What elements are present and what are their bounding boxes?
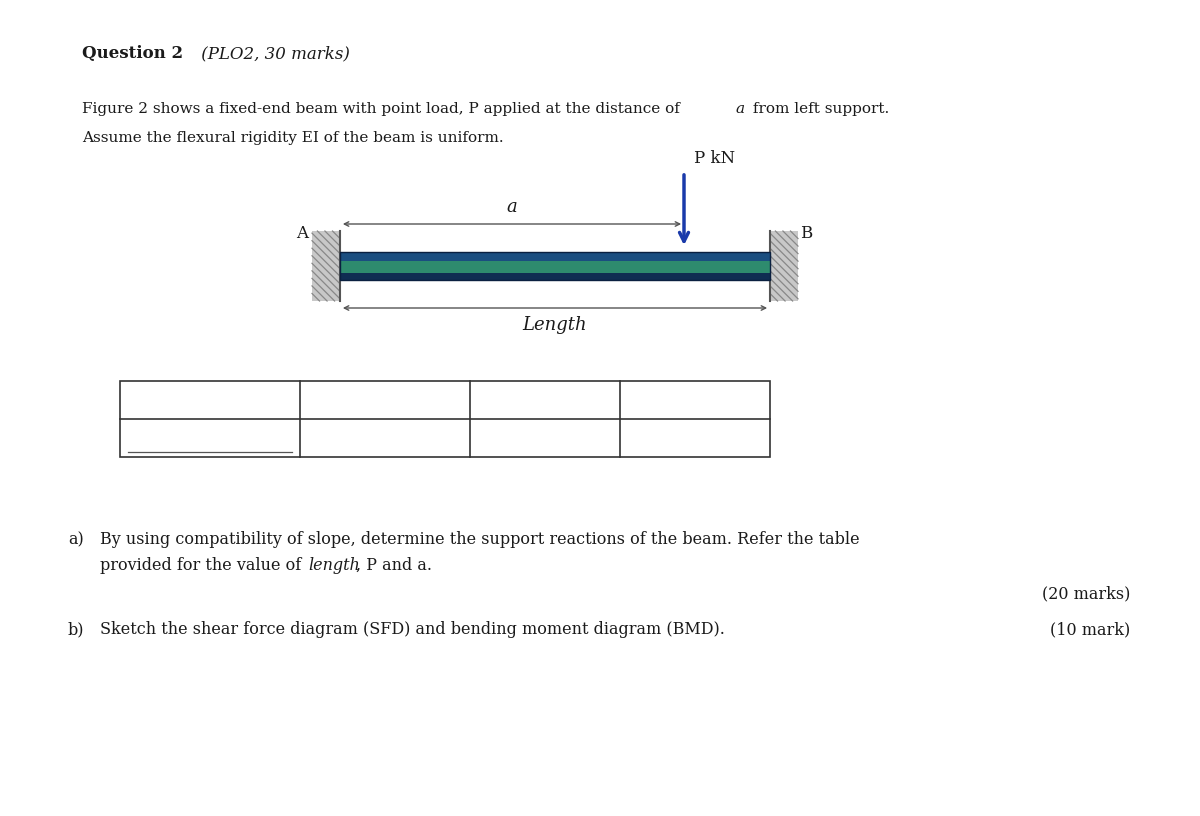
Text: 6: 6 (690, 429, 700, 446)
Text: a: a (506, 198, 517, 216)
Text: a: a (736, 102, 745, 116)
Text: P kN: P kN (694, 150, 736, 167)
Text: (20 marks): (20 marks) (1042, 585, 1130, 602)
Text: from left support.: from left support. (748, 102, 889, 116)
Text: (10 mark): (10 mark) (1050, 621, 1130, 638)
Bar (340, 252, 770, 280)
Text: P (kN): P (kN) (666, 392, 724, 409)
Text: provided for the value of: provided for the value of (100, 557, 306, 574)
Bar (340, 261, 770, 273)
Text: a (m): a (m) (521, 392, 569, 409)
Bar (312, 231, 340, 301)
Text: Mwanza: Mwanza (176, 429, 244, 446)
Text: Figure 2 shows a fixed-end beam with point load, P applied at the distance of: Figure 2 shows a fixed-end beam with poi… (82, 102, 684, 116)
Text: Sketch the shear force diagram (SFD) and bending moment diagram (BMD).: Sketch the shear force diagram (SFD) and… (100, 621, 725, 638)
Text: Length: Length (523, 316, 587, 334)
Bar (340, 252, 770, 261)
Text: (PLO2, 30 marks): (PLO2, 30 marks) (196, 45, 349, 62)
Text: Student: Student (174, 392, 246, 409)
Text: 4: 4 (540, 429, 550, 446)
Text: B: B (800, 225, 812, 242)
Text: b): b) (68, 621, 84, 638)
Bar (770, 231, 798, 301)
Text: , P and a.: , P and a. (356, 557, 432, 574)
Text: a): a) (68, 531, 84, 548)
Bar (340, 273, 770, 280)
Text: By using compatibility of slope, determine the support reactions of the beam. Re: By using compatibility of slope, determi… (100, 531, 859, 548)
Text: length: length (308, 557, 360, 574)
Text: Assume the flexural rigidity EI of the beam is uniform.: Assume the flexural rigidity EI of the b… (82, 131, 503, 144)
Text: 5: 5 (380, 429, 390, 446)
Text: Question 2: Question 2 (82, 45, 182, 62)
Text: Length (m): Length (m) (335, 392, 436, 409)
Text: A: A (296, 225, 308, 242)
Bar (120, 381, 770, 457)
